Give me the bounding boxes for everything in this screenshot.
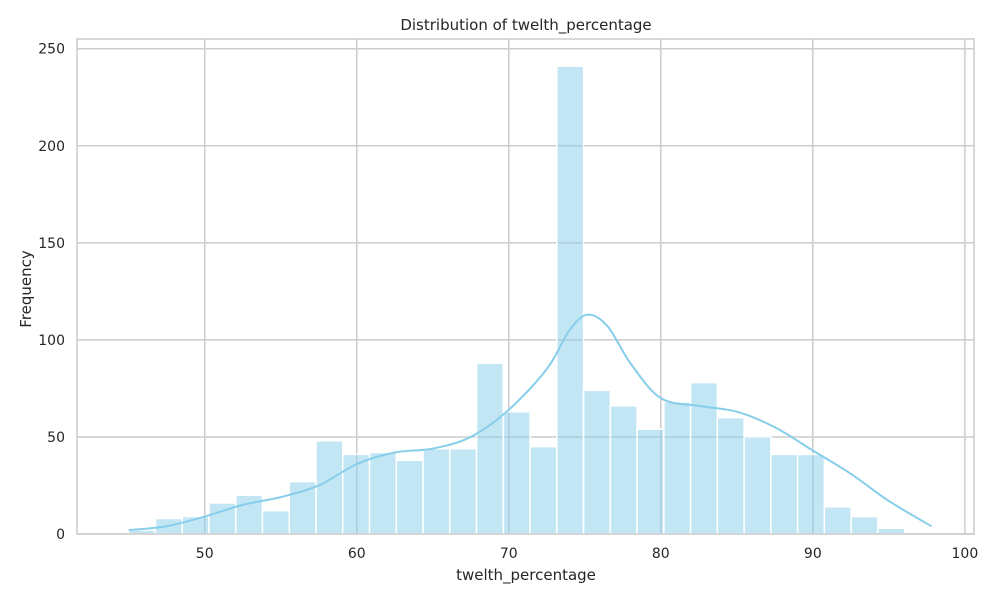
- histogram-bar: [823, 506, 852, 535]
- plot-frame: [76, 38, 975, 535]
- histogram-bar: [395, 459, 424, 535]
- x-tick-label: 80: [652, 546, 670, 562]
- x-tick-label: 100: [952, 546, 979, 562]
- x-tick-label: 70: [500, 546, 518, 562]
- histogram-bar: [663, 401, 692, 535]
- x-tick-label: 50: [196, 546, 214, 562]
- y-axis-label: Frequency: [17, 250, 35, 328]
- x-tick-label: 60: [348, 546, 366, 562]
- chart-title: Distribution of twelth_percentage: [400, 16, 651, 35]
- y-tick-label: 200: [38, 139, 65, 155]
- histogram-bar: [449, 447, 478, 535]
- histogram-bar: [529, 445, 558, 535]
- histogram-bar: [261, 509, 290, 535]
- histogram-bar: [315, 440, 344, 535]
- kde-line: [128, 313, 932, 532]
- x-tick-label: 90: [804, 546, 822, 562]
- histogram-bar: [743, 436, 772, 535]
- histogram-bar: [502, 410, 531, 535]
- y-tick-label: 0: [56, 527, 65, 543]
- y-tick-label: 100: [38, 333, 65, 349]
- histogram-bar: [850, 515, 879, 535]
- histogram-bars: [127, 65, 906, 535]
- histogram-bar: [609, 405, 638, 535]
- histogram-bar: [716, 416, 745, 535]
- y-tick-label: 150: [38, 236, 65, 252]
- y-tick-label: 250: [38, 42, 65, 58]
- histogram-bar: [796, 453, 826, 535]
- histogram-bar: [582, 389, 612, 535]
- tick-labels: 50 60 70 80 90 100 0 50 100 150 200 250: [38, 42, 978, 562]
- x-axis-label: twelth_percentage: [456, 566, 596, 585]
- histogram-bar: [368, 451, 398, 535]
- histogram-bar: [636, 428, 665, 535]
- histogram-bar: [556, 65, 585, 535]
- histogram-bar: [288, 480, 317, 535]
- histogram-bar: [877, 527, 906, 535]
- histogram-bar: [475, 362, 505, 535]
- histogram-bar: [342, 453, 371, 535]
- y-tick-label: 50: [47, 430, 65, 446]
- histogram-bar: [422, 447, 451, 535]
- histogram-bar: [770, 453, 799, 535]
